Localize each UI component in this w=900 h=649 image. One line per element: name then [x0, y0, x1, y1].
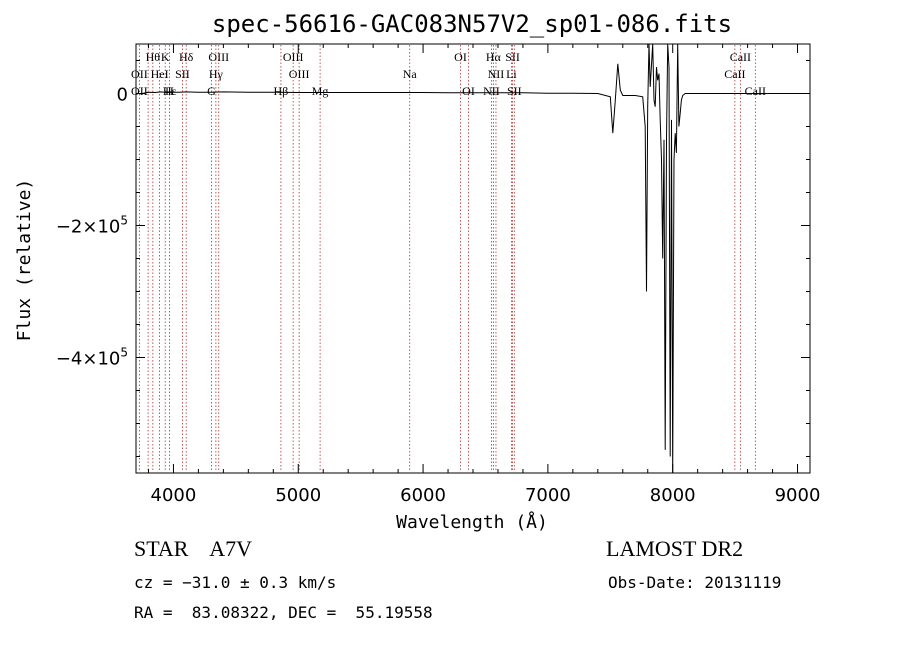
object-subclass: A7V	[209, 536, 253, 561]
spectral-line-label: HeI	[151, 67, 169, 81]
survey-name: LAMOST DR2	[606, 536, 744, 561]
flux-series-line	[136, 43, 810, 474]
spectral-line-label: Hε	[163, 84, 177, 98]
object-class: STAR	[134, 536, 189, 561]
spectral-line-label: Na	[403, 67, 418, 81]
observation-date: Obs-Date: 20131119	[608, 573, 782, 592]
spectral-line-label: Li	[506, 67, 517, 81]
y-axis-ticks: 0 −2×105 −4×105	[56, 60, 810, 457]
x-tick-label: 9000	[775, 485, 821, 506]
spectral-line-label: Hα	[486, 50, 502, 64]
spectral-line-label: OIII	[208, 50, 229, 64]
chart-title: spec-56616-GAC083N57V2_sp01-086.fits	[212, 10, 732, 38]
x-tick-label: 4000	[151, 485, 197, 506]
spectral-line-label: Hθ	[146, 50, 161, 64]
spectral-line-label: OI	[462, 84, 475, 98]
redshift-text: cz = −31.0 ± 0.3 km/s	[134, 573, 337, 592]
spectral-line-label: Mg	[312, 84, 329, 98]
y-axis-label: Flux (relative)	[14, 179, 35, 342]
spectral-line-markers	[138, 45, 756, 472]
spectral-line-label: CaII	[724, 67, 745, 81]
x-tick-label: 7000	[525, 485, 571, 506]
spectral-line-label: OI	[454, 50, 467, 64]
sky-coordinates: RA = 83.08322, DEC = 55.19558	[134, 603, 433, 622]
spectral-line-label: OII	[131, 84, 148, 98]
spectral-line-label: Hδ	[179, 50, 194, 64]
x-tick-label: 6000	[400, 485, 446, 506]
spectral-line-label: G	[207, 84, 216, 98]
y-tick-label: −4×105	[56, 346, 128, 370]
spectral-line-label: K	[161, 50, 170, 64]
spectral-line-label: NII	[488, 67, 505, 81]
spectral-line-label: H	[165, 84, 174, 98]
spectral-line-label: SII	[507, 84, 522, 98]
spectral-line-label: CaII	[730, 50, 751, 64]
spectral-line-label: OIII	[283, 50, 304, 64]
x-tick-label: 8000	[650, 485, 696, 506]
spectral-line-label: Hβ	[274, 84, 289, 98]
x-axis-label: Wavelength (Å)	[396, 511, 548, 533]
spectral-line-label: Hγ	[209, 67, 224, 81]
spectral-line-label: OII	[131, 67, 148, 81]
spectral-line-label: NII	[483, 84, 500, 98]
y-tick-label: −2×105	[56, 214, 128, 238]
y-tick-label: 0	[117, 85, 128, 106]
spectral-line-label: OIII	[289, 67, 310, 81]
spectral-line-label: CaII	[745, 84, 766, 98]
spectral-line-label: SII	[175, 67, 190, 81]
spectral-line-label: SII	[505, 50, 520, 64]
x-tick-label: 5000	[275, 485, 321, 506]
x-axis-ticks: 4000 5000 6000 7000 8000 9000	[147, 44, 821, 506]
plot-frame	[135, 43, 811, 474]
object-classification: STAR A7V	[134, 536, 252, 562]
